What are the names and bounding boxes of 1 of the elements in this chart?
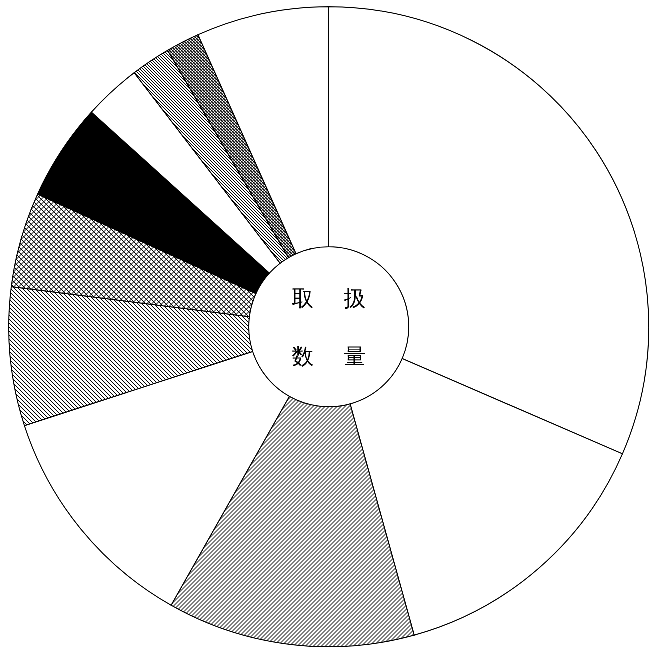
chart-title: 取扱数量: [292, 287, 366, 370]
